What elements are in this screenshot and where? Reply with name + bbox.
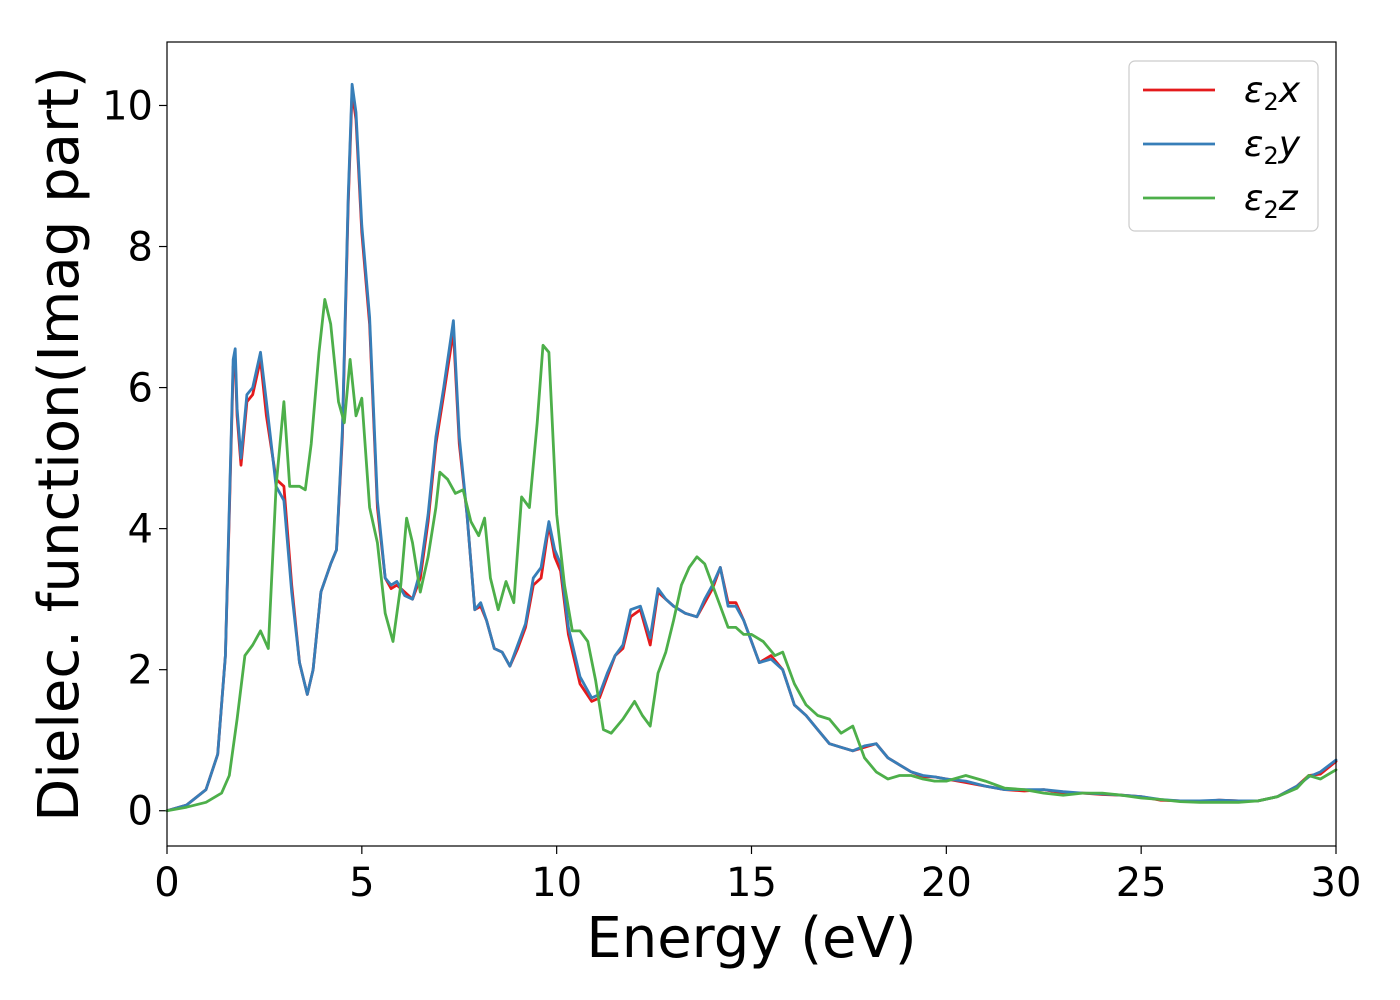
- y-axis-label: Dielec. function(Imag part): [27, 66, 92, 822]
- y-tick-label: 6: [128, 366, 153, 412]
- x-tick-label: 25: [1116, 860, 1167, 906]
- legend-label-y: ε2y: [1244, 124, 1301, 170]
- y-tick-label: 10: [102, 83, 153, 129]
- x-axis-label: Energy (eV): [586, 906, 916, 971]
- y-axis-ticks: 0 2 4 6 8 10: [102, 83, 167, 835]
- y-tick-label: 0: [128, 789, 153, 835]
- x-tick-label: 5: [349, 860, 374, 906]
- plot-frame: [166, 41, 1337, 847]
- series-line-z: [165, 298, 1338, 813]
- legend-label-x: ε2x: [1244, 70, 1301, 116]
- x-tick-label: 30: [1311, 860, 1362, 906]
- legend-label-z: ε2z: [1244, 178, 1299, 224]
- x-tick-label: 0: [154, 860, 179, 906]
- y-tick-label: 4: [128, 507, 153, 553]
- x-tick-label: 20: [921, 860, 972, 906]
- series-line-y: [165, 82, 1338, 813]
- series-lines: [165, 82, 1338, 813]
- y-tick-label: 2: [128, 648, 153, 694]
- x-tick-label: 10: [531, 860, 582, 906]
- y-tick-label: 8: [128, 225, 153, 271]
- x-tick-label: 15: [726, 860, 777, 906]
- legend-box: [1128, 60, 1319, 232]
- legend: ε2x ε2y ε2z: [1128, 60, 1319, 232]
- x-axis-ticks: 0 5 10 15 20 25 30: [154, 846, 1361, 906]
